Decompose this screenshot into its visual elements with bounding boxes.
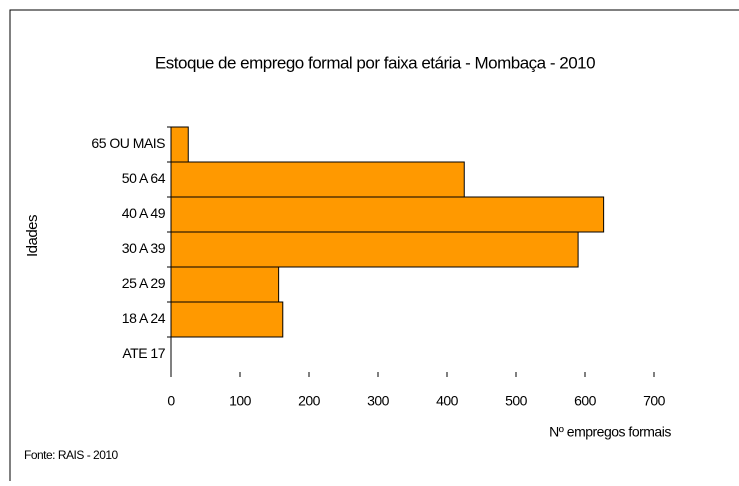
y-tick-label: 50 A 64: [122, 170, 166, 186]
y-axis-label: Idades: [24, 215, 41, 257]
y-tick-label: 40 A 49: [122, 205, 166, 221]
x-tick-label: 400: [436, 393, 459, 409]
chart-frame: [9, 9, 739, 486]
x-tick-label: 300: [367, 393, 390, 409]
bar: [170, 126, 189, 163]
x-axis-label: Nº empregos formais: [549, 424, 671, 440]
bar: [170, 161, 465, 198]
y-tick-label: 30 A 39: [122, 240, 166, 256]
x-tick-label: 500: [505, 393, 528, 409]
y-tick-label: 18 A 24: [122, 310, 166, 326]
chart-title: Estoque de emprego formal por faixa etár…: [155, 53, 595, 72]
x-tick-label: 100: [229, 393, 252, 409]
y-tick-label: 25 A 29: [122, 275, 166, 291]
x-tick-label: 200: [298, 393, 321, 409]
bar: [170, 231, 579, 268]
y-tick-label: ATE 17: [122, 345, 165, 361]
source-note: Fonte: RAIS - 2010: [24, 448, 119, 462]
x-tick-label: 700: [643, 393, 666, 409]
x-tick-label: 600: [574, 393, 597, 409]
x-tick-label: 0: [167, 393, 175, 409]
bar: [170, 196, 605, 233]
y-tick-label: 65 OU MAIS: [91, 135, 165, 151]
bar: [170, 301, 284, 338]
bar: [170, 266, 280, 303]
